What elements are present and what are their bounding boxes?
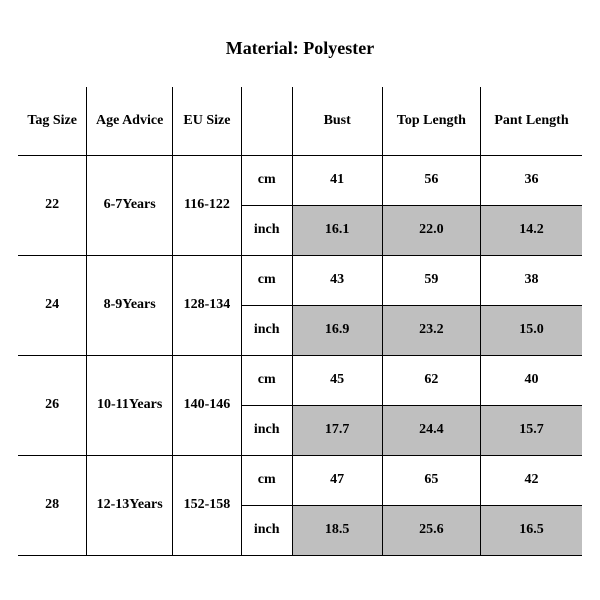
cell-bust-in: 16.1 bbox=[292, 205, 382, 255]
col-age-advice: Age Advice bbox=[87, 87, 173, 155]
table-header-row: Tag Size Age Advice EU Size Bust Top Len… bbox=[18, 87, 582, 155]
col-tag-size: Tag Size bbox=[18, 87, 87, 155]
page-title: Material: Polyester bbox=[0, 0, 600, 87]
cell-top-cm: 62 bbox=[382, 355, 480, 405]
cell-age: 12-13Years bbox=[87, 455, 173, 555]
cell-bust-in: 16.9 bbox=[292, 305, 382, 355]
cell-eu: 128-134 bbox=[173, 255, 242, 355]
cell-pant-cm: 40 bbox=[480, 355, 582, 405]
cell-eu: 116-122 bbox=[173, 155, 242, 255]
cell-top-in: 24.4 bbox=[382, 405, 480, 455]
table-body: 22 6-7Years 116-122 cm 41 56 36 inch 16.… bbox=[18, 155, 582, 555]
cell-top-in: 22.0 bbox=[382, 205, 480, 255]
col-bust: Bust bbox=[292, 87, 382, 155]
cell-pant-in: 14.2 bbox=[480, 205, 582, 255]
cell-unit-in: inch bbox=[241, 205, 292, 255]
cell-pant-in: 15.7 bbox=[480, 405, 582, 455]
size-table: Tag Size Age Advice EU Size Bust Top Len… bbox=[18, 87, 582, 556]
cell-tag: 22 bbox=[18, 155, 87, 255]
cell-age: 8-9Years bbox=[87, 255, 173, 355]
cell-top-cm: 59 bbox=[382, 255, 480, 305]
cell-unit-cm: cm bbox=[241, 355, 292, 405]
table-row: 24 8-9Years 128-134 cm 43 59 38 bbox=[18, 255, 582, 305]
cell-unit-in: inch bbox=[241, 505, 292, 555]
cell-pant-in: 16.5 bbox=[480, 505, 582, 555]
cell-top-in: 25.6 bbox=[382, 505, 480, 555]
cell-top-in: 23.2 bbox=[382, 305, 480, 355]
cell-bust-in: 18.5 bbox=[292, 505, 382, 555]
cell-bust-cm: 45 bbox=[292, 355, 382, 405]
cell-eu: 152-158 bbox=[173, 455, 242, 555]
cell-pant-cm: 36 bbox=[480, 155, 582, 205]
cell-bust-cm: 41 bbox=[292, 155, 382, 205]
cell-unit-in: inch bbox=[241, 405, 292, 455]
table-row: 28 12-13Years 152-158 cm 47 65 42 bbox=[18, 455, 582, 505]
cell-unit-cm: cm bbox=[241, 155, 292, 205]
cell-pant-in: 15.0 bbox=[480, 305, 582, 355]
cell-bust-cm: 47 bbox=[292, 455, 382, 505]
cell-bust-in: 17.7 bbox=[292, 405, 382, 455]
cell-tag: 24 bbox=[18, 255, 87, 355]
table-wrap: Tag Size Age Advice EU Size Bust Top Len… bbox=[0, 87, 600, 556]
cell-age: 10-11Years bbox=[87, 355, 173, 455]
cell-eu: 140-146 bbox=[173, 355, 242, 455]
cell-unit-cm: cm bbox=[241, 455, 292, 505]
cell-tag: 28 bbox=[18, 455, 87, 555]
cell-bust-cm: 43 bbox=[292, 255, 382, 305]
table-row: 22 6-7Years 116-122 cm 41 56 36 bbox=[18, 155, 582, 205]
cell-tag: 26 bbox=[18, 355, 87, 455]
cell-unit-cm: cm bbox=[241, 255, 292, 305]
cell-unit-in: inch bbox=[241, 305, 292, 355]
col-unit bbox=[241, 87, 292, 155]
table-row: 26 10-11Years 140-146 cm 45 62 40 bbox=[18, 355, 582, 405]
cell-pant-cm: 42 bbox=[480, 455, 582, 505]
col-top-length: Top Length bbox=[382, 87, 480, 155]
cell-age: 6-7Years bbox=[87, 155, 173, 255]
cell-pant-cm: 38 bbox=[480, 255, 582, 305]
col-pant-length: Pant Length bbox=[480, 87, 582, 155]
col-eu-size: EU Size bbox=[173, 87, 242, 155]
cell-top-cm: 65 bbox=[382, 455, 480, 505]
cell-top-cm: 56 bbox=[382, 155, 480, 205]
